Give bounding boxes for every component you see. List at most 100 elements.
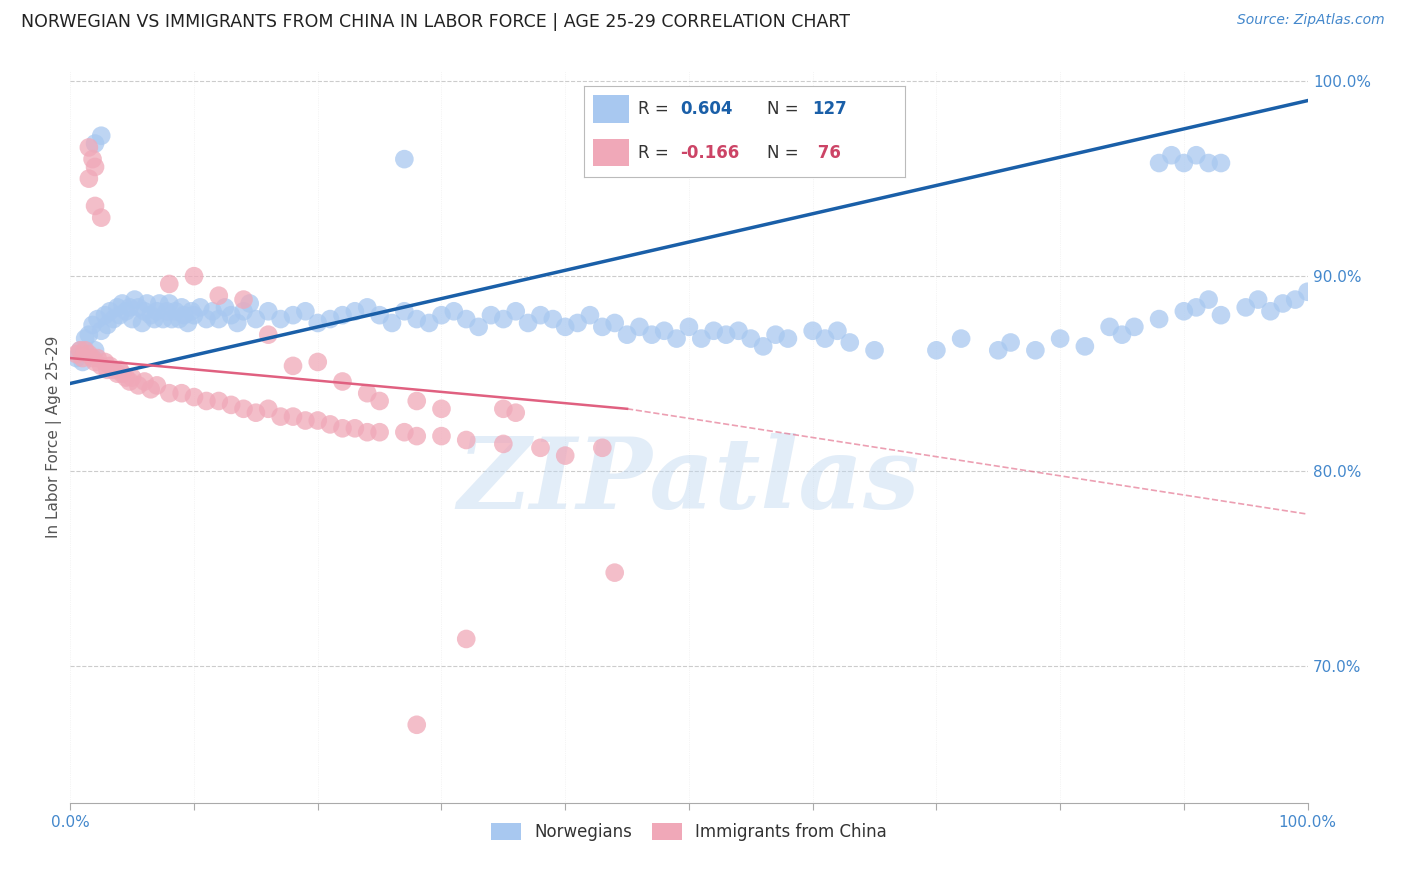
Point — [139, 308, 162, 322]
Point — [157, 386, 180, 401]
Point — [180, 304, 202, 318]
Point — [232, 293, 254, 307]
Point — [103, 312, 125, 326]
Point — [195, 312, 218, 326]
Point — [603, 566, 626, 580]
Point — [1024, 343, 1046, 358]
Point — [1147, 312, 1170, 326]
Point — [332, 421, 354, 435]
Point — [98, 304, 121, 318]
Point — [1111, 327, 1133, 342]
Point — [1234, 301, 1257, 315]
Point — [75, 332, 97, 346]
Point — [90, 128, 112, 143]
Point — [134, 304, 156, 318]
Point — [127, 301, 149, 315]
Point — [591, 319, 613, 334]
Text: NORWEGIAN VS IMMIGRANTS FROM CHINA IN LABOR FORCE | AGE 25-29 CORRELATION CHART: NORWEGIAN VS IMMIGRANTS FROM CHINA IN LA… — [21, 13, 851, 31]
Point — [628, 319, 651, 334]
Point — [838, 335, 860, 350]
Point — [239, 296, 262, 310]
Point — [1147, 156, 1170, 170]
Point — [1198, 156, 1220, 170]
Point — [103, 363, 125, 377]
Point — [108, 363, 131, 377]
Point — [616, 327, 638, 342]
Point — [90, 359, 112, 373]
Point — [827, 324, 849, 338]
Point — [214, 301, 236, 315]
Point — [456, 312, 478, 326]
Text: ZIPatlas: ZIPatlas — [458, 433, 920, 529]
Point — [270, 312, 292, 326]
Point — [381, 316, 404, 330]
Point — [1173, 156, 1195, 170]
Point — [456, 433, 478, 447]
Point — [188, 301, 211, 315]
Point — [167, 312, 190, 326]
Point — [987, 343, 1010, 358]
Point — [1209, 308, 1232, 322]
Point — [82, 351, 104, 365]
Point — [84, 136, 107, 151]
Point — [492, 401, 515, 416]
Point — [603, 316, 626, 330]
Point — [72, 355, 94, 369]
Point — [121, 312, 143, 326]
Point — [1074, 339, 1097, 353]
Point — [77, 347, 100, 361]
Point — [405, 429, 427, 443]
Point — [714, 327, 737, 342]
Point — [479, 308, 502, 322]
Point — [554, 319, 576, 334]
Point — [703, 324, 725, 338]
Point — [319, 312, 342, 326]
Point — [294, 413, 316, 427]
Point — [232, 304, 254, 318]
Point — [332, 375, 354, 389]
Point — [1173, 304, 1195, 318]
Point — [96, 318, 118, 332]
Point — [567, 316, 589, 330]
Point — [170, 301, 193, 315]
Point — [115, 370, 138, 384]
Point — [1098, 319, 1121, 334]
Point — [727, 324, 749, 338]
Point — [118, 301, 141, 315]
Point — [776, 332, 799, 346]
Point — [394, 425, 416, 440]
Point — [1247, 293, 1270, 307]
Point — [143, 312, 166, 326]
Point — [1049, 332, 1071, 346]
Point — [343, 304, 366, 318]
Point — [554, 449, 576, 463]
Point — [1271, 296, 1294, 310]
Point — [208, 394, 231, 409]
Point — [467, 319, 489, 334]
Point — [219, 308, 242, 322]
Point — [307, 316, 329, 330]
Point — [740, 332, 762, 346]
Point — [1160, 148, 1182, 162]
Point — [183, 390, 205, 404]
Point — [82, 152, 104, 166]
Point — [678, 319, 700, 334]
Point — [405, 718, 427, 732]
Point — [1284, 293, 1306, 307]
Point — [90, 324, 112, 338]
Point — [86, 351, 108, 365]
Point — [505, 304, 527, 318]
Point — [343, 421, 366, 435]
Point — [418, 316, 440, 330]
Point — [925, 343, 948, 358]
Point — [77, 327, 100, 342]
Point — [177, 316, 200, 330]
Point — [183, 269, 205, 284]
Point — [257, 304, 280, 318]
Point — [281, 308, 304, 322]
Point — [368, 308, 391, 322]
Point — [84, 343, 107, 358]
Point — [245, 406, 267, 420]
Point — [65, 347, 87, 361]
Point — [219, 398, 242, 412]
